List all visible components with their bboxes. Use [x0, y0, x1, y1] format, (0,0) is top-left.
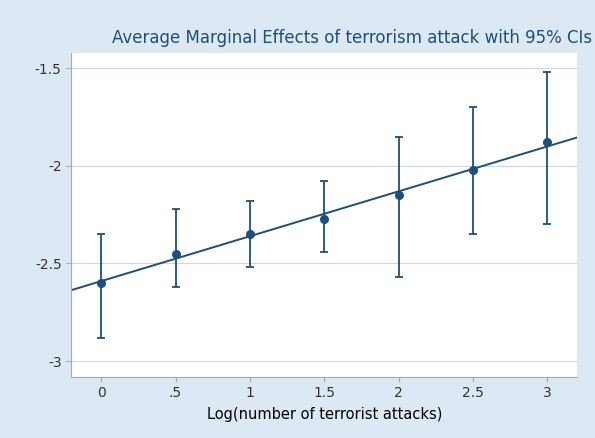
Text: Average Marginal Effects of terrorism attack with 95% CIs: Average Marginal Effects of terrorism at…: [112, 29, 592, 47]
X-axis label: Log(number of terrorist attacks): Log(number of terrorist attacks): [206, 407, 442, 422]
